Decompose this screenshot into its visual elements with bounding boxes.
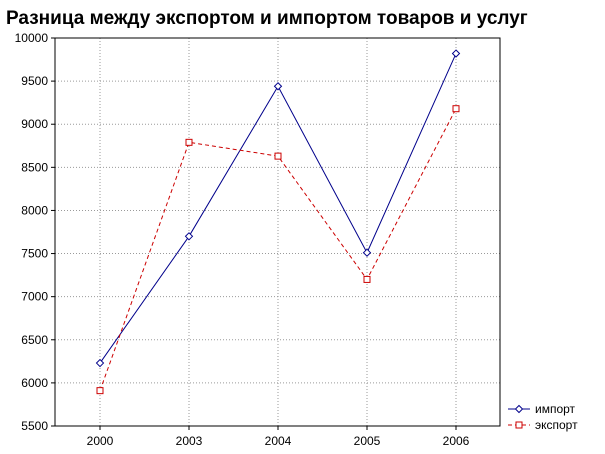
y-tick-label: 6500 bbox=[21, 333, 48, 347]
x-axis: 2000 2003 2004 2005 2006 bbox=[87, 426, 470, 448]
data-point bbox=[95, 358, 105, 368]
data-point bbox=[362, 248, 372, 257]
data-point bbox=[452, 105, 460, 113]
series-0 bbox=[95, 49, 461, 368]
legend-marker bbox=[515, 421, 523, 429]
series-layer bbox=[95, 49, 461, 395]
x-tick-label: 2003 bbox=[176, 434, 203, 448]
grid-lines bbox=[55, 38, 500, 426]
y-tick-label: 8000 bbox=[21, 203, 48, 217]
y-tick-label: 9500 bbox=[21, 74, 48, 88]
chart-title: Разница между экспортом и импортом товар… bbox=[6, 8, 528, 29]
y-tick-label: 10000 bbox=[15, 31, 49, 45]
y-tick-label: 6000 bbox=[21, 376, 48, 390]
data-point bbox=[96, 387, 104, 395]
legend-label: экспорт bbox=[535, 418, 578, 432]
legend-item: импорт bbox=[508, 402, 576, 416]
data-point bbox=[273, 82, 283, 91]
x-tick-label: 2004 bbox=[265, 434, 292, 448]
x-tick-label: 2000 bbox=[87, 434, 114, 448]
legend: импорт экспорт bbox=[508, 402, 578, 432]
data-point bbox=[184, 232, 194, 241]
data-point bbox=[451, 49, 461, 58]
plot-frame bbox=[54, 37, 501, 427]
x-tick-label: 2006 bbox=[443, 434, 470, 448]
data-point bbox=[185, 138, 193, 146]
y-tick-label: 7500 bbox=[21, 247, 48, 261]
data-point bbox=[274, 152, 282, 160]
y-tick-label: 7000 bbox=[21, 290, 48, 304]
y-tick-label: 8500 bbox=[21, 160, 48, 174]
series-line bbox=[99, 108, 457, 391]
legend-label: импорт bbox=[535, 402, 576, 416]
series-line bbox=[99, 53, 457, 364]
y-tick-label: 9000 bbox=[21, 117, 48, 131]
y-tick-label: 5500 bbox=[21, 419, 48, 433]
series-1 bbox=[96, 105, 460, 395]
legend-item: экспорт bbox=[508, 418, 578, 432]
legend-marker bbox=[514, 404, 524, 414]
data-point bbox=[363, 275, 371, 283]
y-axis: 5500 6000 6500 7000 7500 8000 8500 9000 9500 1000… bbox=[15, 31, 55, 433]
x-tick-label: 2005 bbox=[354, 434, 381, 448]
